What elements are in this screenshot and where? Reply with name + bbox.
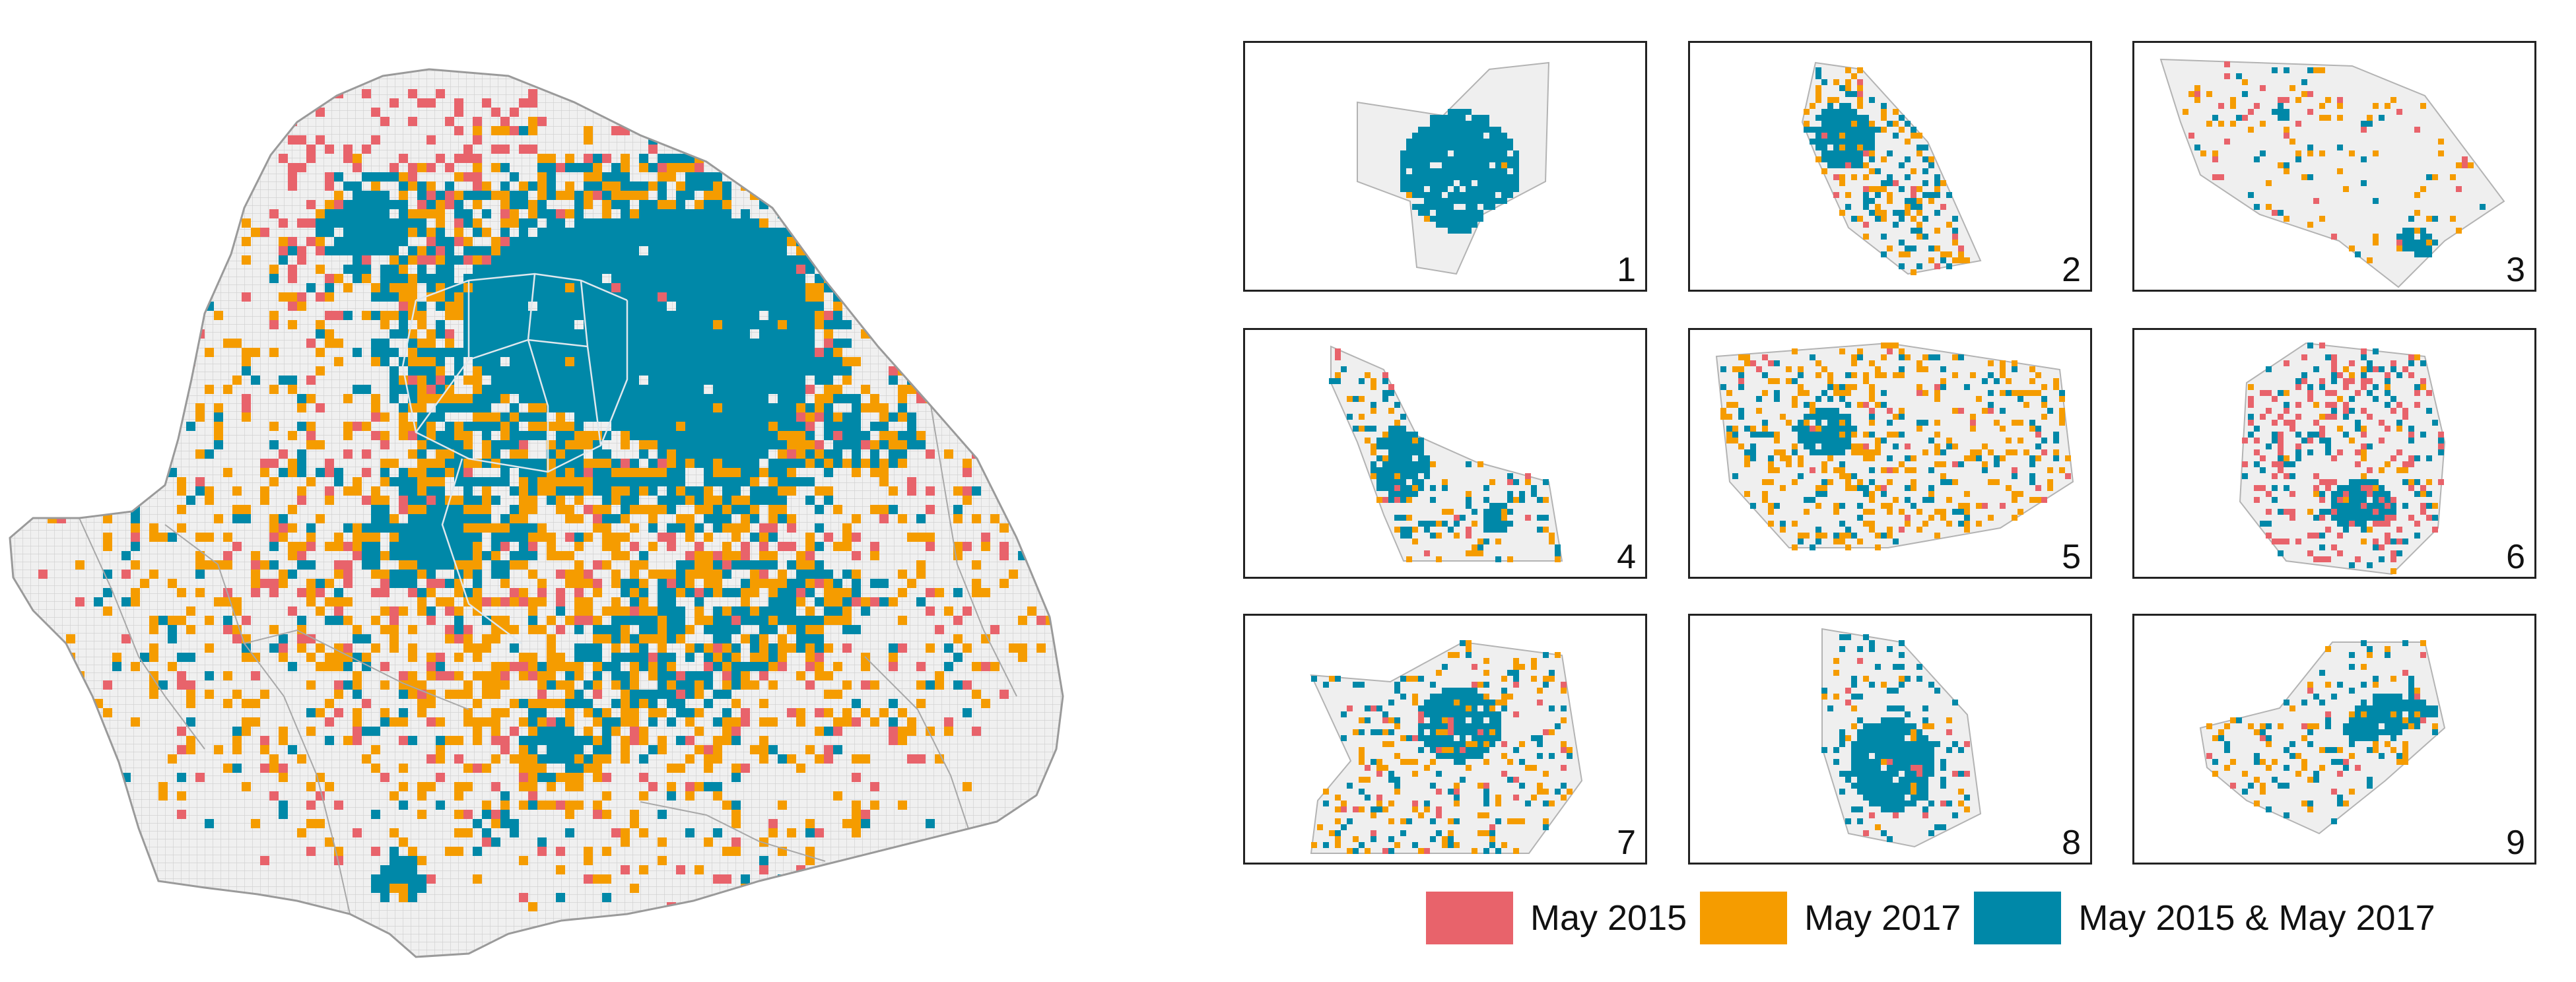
zoom-panel-9: 9 [2132, 614, 2536, 865]
zoom-panel-1: 1 [1243, 41, 1647, 292]
panel-number-2: 2 [2062, 251, 2081, 289]
legend-item-may-2015: May 2015 [1426, 892, 1687, 944]
legend-swatch-may-2015 [1426, 892, 1513, 944]
district-boundaries [401, 273, 628, 644]
legend: May 2015 May 2017 May 2015 & May 2017 [1426, 891, 2449, 945]
zoom-map-2 [1801, 61, 1982, 275]
zoom-map-7 [1310, 640, 1583, 854]
zoom-panel-3: 3 [2132, 41, 2536, 292]
zoom-panel-6: 6 [2132, 328, 2536, 579]
zoom-map-3 [2159, 58, 2505, 288]
panel-number-6: 6 [2506, 538, 2525, 576]
zoom-map-5 [1715, 342, 2074, 550]
main-map [9, 68, 1064, 958]
zoom-panel-5: 5 [1688, 328, 2092, 579]
legend-label-both-years: May 2015 & May 2017 [2078, 898, 2435, 938]
zoom-panel-4: 4 [1243, 328, 1647, 579]
panel-number-4: 4 [1617, 538, 1636, 576]
panel-number-3: 3 [2506, 251, 2525, 289]
zoom-map-9 [2199, 640, 2446, 835]
legend-label-may-2017: May 2017 [1804, 898, 1961, 938]
legend-swatch-may-2017 [1700, 892, 1788, 944]
panel-number-1: 1 [1617, 251, 1636, 289]
panel-number-8: 8 [2062, 824, 2081, 862]
zoom-map-8 [1821, 628, 1982, 848]
panel-number-5: 5 [2062, 538, 2081, 576]
county-boundaries [79, 405, 1017, 915]
legend-item-may-2017: May 2017 [1700, 892, 1961, 944]
zoom-map-4 [1329, 345, 1563, 562]
zoom-map-1 [1357, 61, 1550, 275]
legend-item-both-years: May 2015 & May 2017 [1974, 892, 2435, 944]
panel-number-7: 7 [1617, 824, 1636, 862]
zoom-panel-2: 2 [1688, 41, 2092, 292]
legend-label-may-2015: May 2015 [1530, 898, 1687, 938]
legend-swatch-both-years [1974, 892, 2062, 944]
zoom-panel-8: 8 [1688, 614, 2092, 865]
panel-number-9: 9 [2506, 824, 2525, 862]
zoom-panel-7: 7 [1243, 614, 1647, 865]
zoom-map-6 [2239, 342, 2446, 575]
